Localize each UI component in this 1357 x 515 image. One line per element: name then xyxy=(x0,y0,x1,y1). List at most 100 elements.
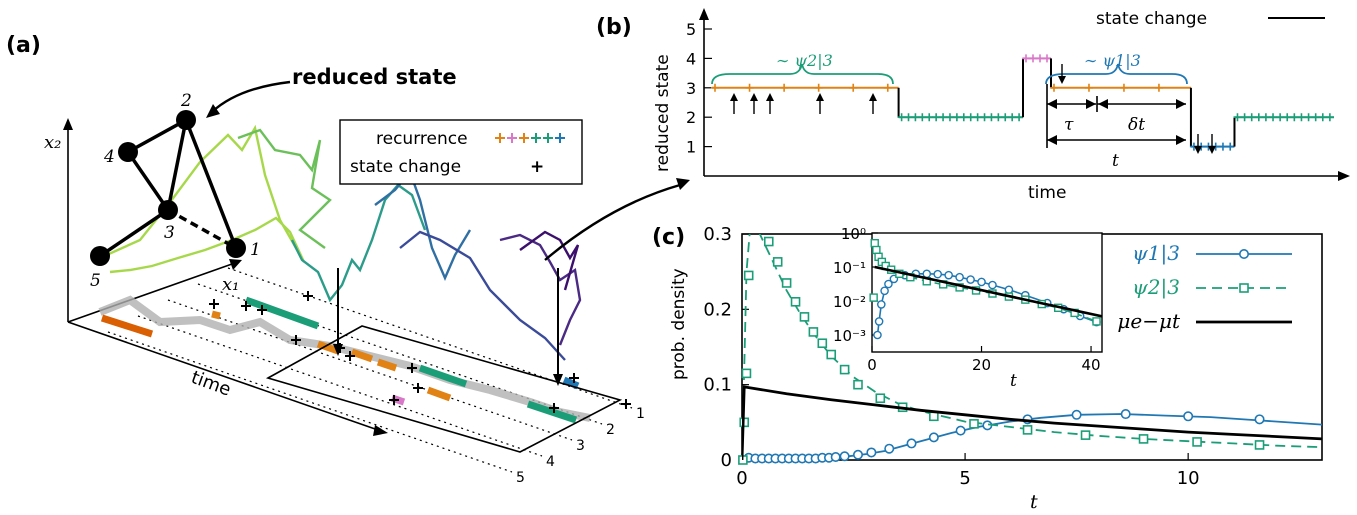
legend-state-change-label: state change xyxy=(350,157,461,177)
recurrence-segment-3 xyxy=(350,348,374,363)
inset-xtick-label-40: 40 xyxy=(1082,356,1101,374)
inset-series-0-point-11 xyxy=(955,272,964,282)
series-0-point-18 xyxy=(906,438,917,449)
inset-series-0-point-9 xyxy=(933,269,943,279)
recurrence-segment-4 xyxy=(376,358,398,372)
state-marker-1-7 xyxy=(945,113,954,122)
label-psi23: ∼ ψ2|3 xyxy=(776,51,833,70)
legend-label-2: μe−μt xyxy=(1117,309,1181,333)
state-marker-1-13 xyxy=(987,113,996,122)
label-psi13: ∼ ψ1|3 xyxy=(1084,51,1141,70)
inset-xtick-label-0: 0 xyxy=(867,356,877,374)
series-line-2 xyxy=(742,385,1322,460)
state-marker-0-25 xyxy=(883,83,892,92)
state-marker-1-5 xyxy=(932,113,941,122)
series-1-point-17 xyxy=(969,419,979,429)
label-delta-t: δt xyxy=(1128,115,1145,135)
node-5 xyxy=(90,246,110,266)
panel-c-label: (c) xyxy=(652,225,685,250)
series-1-point-16 xyxy=(929,411,939,422)
inset-series-1-point-0 xyxy=(869,293,878,302)
series-1-point-12 xyxy=(839,364,850,375)
axis-time xyxy=(67,321,379,431)
inset-series-1-point-2 xyxy=(872,245,881,255)
state-marker-5-8 xyxy=(1290,113,1299,122)
state-change-marker-12 xyxy=(621,399,631,409)
node-3 xyxy=(158,200,178,220)
state-change-marker-5 xyxy=(345,351,355,361)
state-marker-5-7 xyxy=(1283,113,1292,122)
state-marker-1-11 xyxy=(973,113,982,122)
state-marker-1-1 xyxy=(904,113,913,122)
state-marker-5-10 xyxy=(1304,113,1313,122)
zoom-arrow xyxy=(544,183,681,261)
recurrence-segment-6 xyxy=(426,386,452,402)
axis-x1-label: x₁ xyxy=(222,274,239,295)
state-marker-3-5 xyxy=(1084,83,1093,92)
state-marker-2-1 xyxy=(1029,54,1037,63)
series-1-point-21 xyxy=(1192,437,1202,447)
inset-plot: 0 20 40 t 10⁰ 10⁻¹ 10⁻² 10⁻³ xyxy=(833,225,1103,391)
node-label-5: 5 xyxy=(90,271,101,291)
lane-label-2: 2 xyxy=(606,422,615,438)
inset-series-1-point-1 xyxy=(870,238,879,248)
node-2 xyxy=(176,110,196,130)
series-1-point-19 xyxy=(1080,430,1091,440)
inset-ytick-label-2: 10⁻² xyxy=(833,293,866,311)
state-marker-1-14 xyxy=(994,113,1003,122)
state-marker-5-3 xyxy=(1254,113,1263,122)
state-marker-1-16 xyxy=(1008,113,1017,122)
legend-label-1: ψ2|3 xyxy=(1132,275,1180,300)
trajectory-indigo xyxy=(399,230,566,361)
trajectory-group xyxy=(99,124,582,361)
state-change-marker-0 xyxy=(209,299,219,309)
state-marker-3-0 xyxy=(1049,83,1058,92)
series-0-point-19 xyxy=(928,432,939,443)
panel-b-ytick-label-4: 4 xyxy=(686,49,696,68)
series-1-point-8 xyxy=(799,312,810,322)
series-0-point-20 xyxy=(955,425,966,436)
series-0-point-24 xyxy=(1120,409,1131,420)
series-1-point-6 xyxy=(781,278,792,288)
inset-series-0-point-8 xyxy=(922,269,932,279)
node-label-2: 2 xyxy=(180,91,192,111)
state-marker-5-11 xyxy=(1311,113,1320,122)
panel-c-legend: ψ1|3 ψ2|3 μe−μt xyxy=(1117,241,1292,333)
state-marker-2-0 xyxy=(1022,54,1030,63)
inset-series-0-point-13 xyxy=(977,277,986,287)
main-plot: 0 5 10 0 0.1 0.2 0.3 xyxy=(703,224,1323,489)
trajectory-blue xyxy=(374,169,472,282)
state-marker-5-4 xyxy=(1261,113,1270,122)
series-1-point-10 xyxy=(817,338,828,349)
arrowheads-b xyxy=(730,76,1216,154)
legend-plus-4 xyxy=(543,133,553,143)
recurrence-strips xyxy=(98,291,631,424)
trajectory-green xyxy=(237,128,332,249)
state-change-marker-7 xyxy=(389,395,399,405)
recurrence-segment-2 xyxy=(316,340,340,355)
state-marker-1-0 xyxy=(897,113,906,122)
state-change-marker-10 xyxy=(569,373,579,383)
series-0-point-17 xyxy=(884,443,895,454)
lane-5 xyxy=(107,331,513,473)
inset-series-0-point-1 xyxy=(874,317,884,326)
state-marker-0-20 xyxy=(849,83,858,92)
inset-series-0-point-2 xyxy=(877,300,886,309)
series-0-point-13 xyxy=(830,451,841,462)
ytick-label-0.1: 0.1 xyxy=(703,375,732,396)
state-marker-1-6 xyxy=(939,113,948,122)
state-marker-3-15 xyxy=(1154,83,1163,92)
reduced-state-annotation: reduced state xyxy=(292,65,457,89)
series-1-point-3 xyxy=(743,270,754,281)
legend-box-a xyxy=(339,119,583,185)
recurrence-arrows xyxy=(733,64,1213,150)
reduced-state-arrow xyxy=(211,80,291,113)
state-marker-1-8 xyxy=(952,113,961,122)
series-1-point-2 xyxy=(741,368,752,379)
lane-label-4: 4 xyxy=(546,454,555,470)
inset-series-0-point-3 xyxy=(880,286,889,296)
state-marker-5-9 xyxy=(1297,113,1306,122)
recurrence-segment-10 xyxy=(211,310,221,320)
axis-x1-arrow xyxy=(229,259,242,270)
label-t: t xyxy=(1112,151,1119,171)
